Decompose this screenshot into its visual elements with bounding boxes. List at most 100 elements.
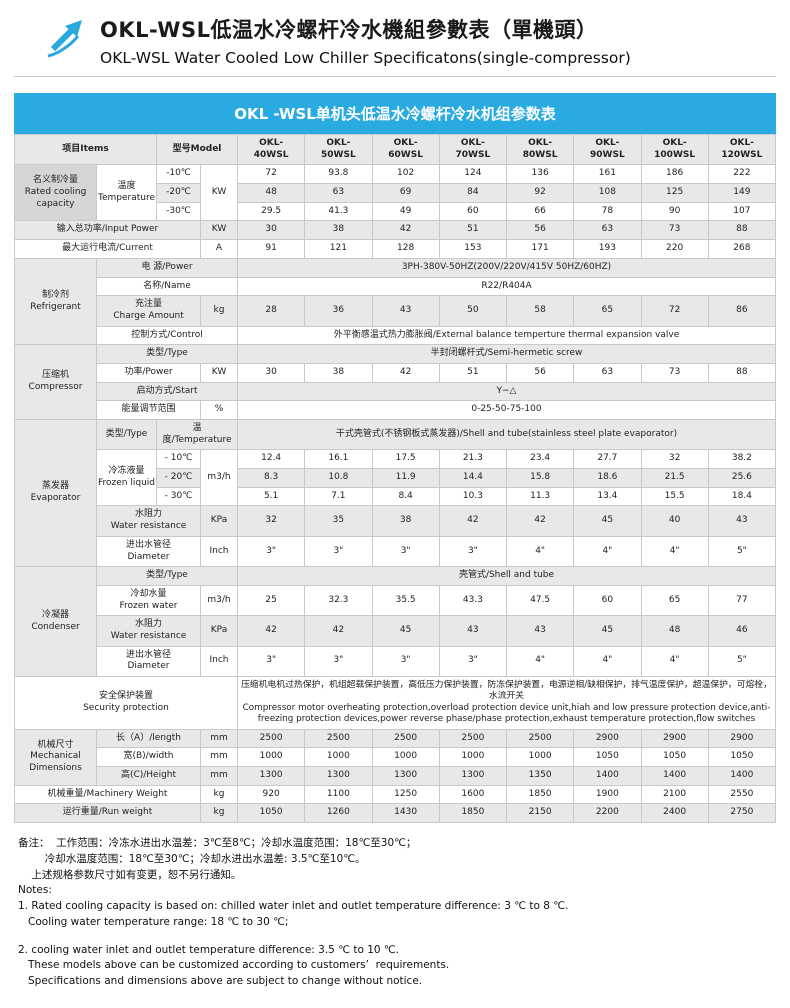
row-label-cond-water-resistance: 水阻力 Water resistance (96, 615, 201, 647)
value-cell: 91 (236, 239, 306, 259)
unit-label: mm (200, 766, 238, 786)
value-cell: 86 (707, 295, 777, 327)
table-row: 功率/Power KW 30 38 42 51 56 63 73 88 (15, 362, 777, 383)
value-cell: 63 (573, 220, 642, 241)
value-cell: 41.3 (304, 201, 373, 222)
value-cell: 268 (707, 239, 777, 259)
value-cell: 21.5 (640, 468, 709, 488)
value-cell: 1000 (371, 747, 440, 768)
spec-table-body: 项目Items 型号Model OKL- 40WSL OKL- 50WSL OKL- 6… (14, 133, 777, 824)
value-cell: 5" (707, 645, 777, 678)
value-cell: 51 (438, 220, 508, 241)
table-row: 冷冻液量 Frozen liquid - 10℃ m3/h 12.4 16.1 17.5 2… (15, 449, 777, 507)
value-cell: 3" (304, 535, 373, 568)
value-cell: 11.3 (505, 486, 575, 507)
value-cell: 1000 (505, 747, 575, 768)
value-cell: 60 (573, 584, 642, 617)
value-cell: 1850 (438, 803, 508, 824)
value-cell: 42 (371, 362, 440, 383)
table-row: 水阻力 Water resistance KPa 32 35 38 42 42 45 40 43 (15, 505, 777, 537)
value-cell: 107 (707, 201, 777, 222)
value-cell: 5" (707, 535, 777, 568)
value-cell: 32.3 (304, 584, 373, 617)
note-line-en: 2. cooling water inlet and outlet temper… (18, 943, 400, 956)
unit-label: mm (200, 728, 238, 749)
value-cell: 1300 (371, 766, 440, 786)
col-header-model: 型号Model (156, 133, 238, 166)
row-label-length: 长（A）/length (96, 728, 201, 749)
value-cell: 5.1 (236, 486, 306, 507)
notes-section: 备注： 工作范围：冷冻水进出水温差：3℃至8℃；冷却水温度范围：18℃至30℃；… (14, 836, 776, 990)
row-label-evap-diameter: 进出水管径 Diameter (96, 535, 201, 568)
capacity-control-range-value: 0-25-50-75-100 (237, 400, 776, 420)
table-row: 启动方式/Start Y−△ (15, 381, 776, 402)
value-cell: 23.4 (505, 449, 575, 470)
value-cell: 16.1 (304, 449, 373, 470)
value-cell: 38 (371, 505, 440, 537)
value-cell: 4" (505, 535, 575, 568)
value-cell: 3" (371, 645, 440, 678)
row-label-evaporator: 蒸发器 Evaporator (14, 418, 97, 568)
value-cell: 88 (707, 220, 777, 241)
table-row: - 30℃ 5.1 7.1 8.4 10.3 11.3 13.4 15.5 18.4 (15, 486, 777, 507)
value-cell: 73 (640, 220, 709, 241)
value-cell: 4" (640, 535, 709, 568)
value-cell: 1260 (304, 803, 373, 824)
table-row: 安全保护装置 Security protection 压缩机电机过热保护，机组超载… (14, 676, 776, 730)
value-cell: 1850 (505, 784, 575, 805)
value-cell: 161 (573, 164, 642, 185)
row-label-compressor-type: 类型/Type (96, 344, 238, 364)
value-cell: 21.3 (438, 449, 508, 470)
header-divider (14, 76, 776, 77)
value-cell: 15.5 (640, 486, 709, 507)
value-cell: 38 (304, 362, 373, 383)
value-cell: 45 (371, 615, 440, 647)
value-cell: 2150 (505, 803, 575, 824)
row-label-compressor: 压缩机 Compressor (14, 344, 97, 420)
value-cell: 56 (505, 220, 575, 241)
value-cell: 36 (304, 295, 373, 327)
value-cell: 2400 (640, 803, 709, 824)
value-cell: 124 (438, 164, 508, 185)
title-block: OKL-WSL低温水冷螺杆冷水機組參數表（單機頭） OKL-WSL Water … (100, 14, 631, 67)
value-cell: 32 (236, 505, 306, 537)
col-header-okl-60wsl: OKL- 60WSL (371, 133, 440, 166)
value-cell: 1350 (505, 766, 575, 786)
value-cell: 48 (640, 615, 709, 647)
spec-table: 项目Items 型号Model OKL- 40WSL OKL- 50WSL OKL- 6… (14, 133, 777, 824)
unit-label: kg (200, 784, 238, 805)
value-cell: 3" (236, 645, 306, 678)
unit-label: A (200, 239, 238, 259)
value-cell: 27.7 (573, 449, 642, 470)
col-header-items: 项目Items (14, 133, 157, 166)
value-cell: 128 (371, 239, 440, 259)
power-supply-value: 3PH-380V-50HZ(200V/220V/415V 50HZ/60HZ) (237, 257, 776, 278)
note-line-cn: 备注： 工作范围：冷冻水进出水温差：3℃至8℃；冷却水温度范围：18℃至30℃； (18, 837, 417, 850)
table-row: 最大运行电流/Current A 91 121 128 153 171 193 220 268 (14, 239, 777, 259)
value-cell: 1900 (573, 784, 642, 805)
table-row: 输入总功率/Input Power KW 30 38 42 51 56 63 73 88 (14, 220, 777, 241)
value-cell: 35 (304, 505, 373, 537)
value-cell: 1000 (438, 747, 508, 768)
value-cell: 93.8 (304, 164, 373, 185)
value-cell: 171 (505, 239, 575, 259)
value-cell: 25 (236, 584, 306, 617)
value-cell: 50 (438, 295, 508, 327)
unit-label: kg (200, 803, 238, 824)
value-cell: 30 (236, 220, 306, 241)
value-cell: 66 (505, 201, 575, 222)
value-cell: 43.3 (438, 584, 508, 617)
table-row: 运行重量/Run weight kg 1050 1260 1430 1850 2150 220… (14, 803, 777, 824)
value-cell: 1400 (707, 766, 777, 786)
value-cell: 4" (573, 535, 642, 568)
temp-label: -20℃ (156, 183, 201, 203)
table-row: 冷却水量 Frozen water m3/h 25 32.3 35.5 43.3 47.5 6… (15, 584, 777, 617)
value-cell: 18.6 (573, 468, 642, 488)
table-row: 机械尺寸 Mechanical Dimensions 长（A）/length mm 2… (14, 728, 777, 786)
unit-label: mm (200, 747, 238, 768)
value-cell: 153 (438, 239, 508, 259)
value-cell: 1300 (438, 766, 508, 786)
value-cell: 193 (573, 239, 642, 259)
note-line-en: Notes: (18, 884, 52, 897)
condenser-type-value: 壳管式/Shell and tube (237, 566, 776, 586)
